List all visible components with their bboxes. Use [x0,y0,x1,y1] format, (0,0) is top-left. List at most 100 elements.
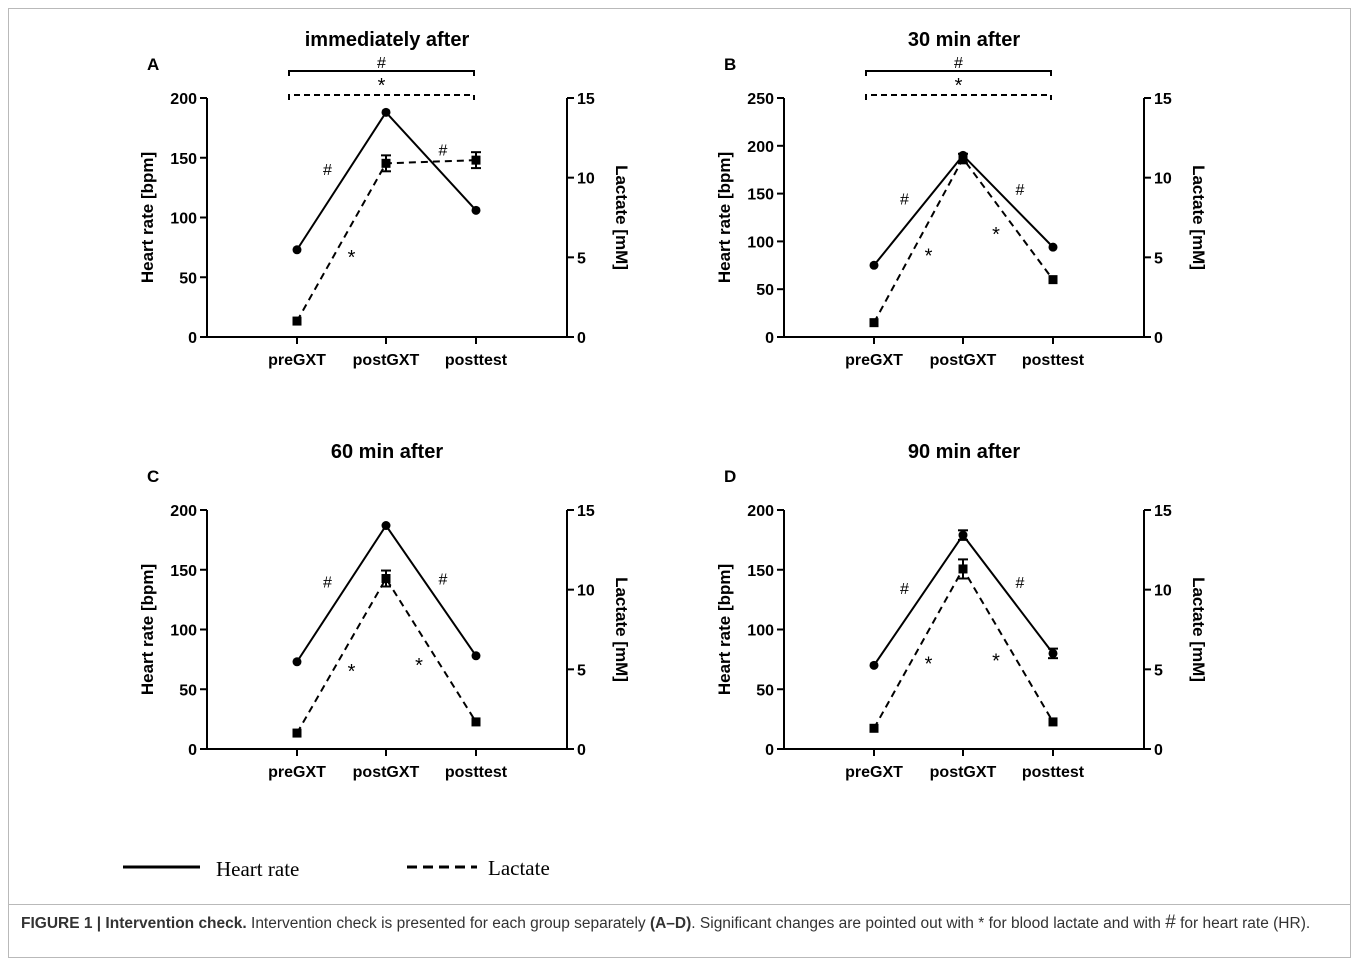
significance-bracket [288,94,475,100]
heart-rate-line [873,153,1054,266]
figure-frame [8,8,1351,958]
lactate-point [1048,717,1058,727]
heart-rate-point [1048,648,1058,658]
y-tick-label-left: 0 [188,742,197,759]
panel-d: D 90 min after 0 50 100 150 200 0 5 10 15 preGXT pos… [715,441,1208,781]
lactate-point [1048,275,1058,285]
lactate-point [381,574,391,584]
lactate-line [873,156,1054,324]
y-tick-label-left: 150 [170,151,197,168]
caption-text-3: for heart rate (HR). [1175,915,1311,932]
caption-panels: (A–D) [649,915,692,932]
y-tick-label-right: 0 [1154,742,1163,759]
lactate-line [296,576,477,734]
caption-separator [9,904,1350,905]
y-tick-label-left: 200 [170,503,197,520]
y-tick-label-right: 10 [1154,583,1172,600]
y-tick-label-left: 50 [756,282,774,299]
y-axis-label-left: Heart rate [bpm] [715,152,734,283]
hr-significance-mark: # [900,191,909,208]
lactate-point [471,717,481,727]
heart-rate-point [381,107,391,117]
panel-title: 90 min after [908,441,1020,463]
caption-label: FIGURE 1 | Intervention check. [21,915,247,932]
hr-significance-mark: # [323,162,332,179]
y-tick-label-left: 50 [179,270,197,287]
y-axis-label-left: Heart rate [bpm] [138,152,157,283]
y-tick-label-right: 15 [1154,503,1172,520]
y-tick-label-right: 10 [577,583,595,600]
lactate-point [381,158,391,168]
y-tick-label-right: 10 [1154,171,1172,188]
y-tick-label-right: 5 [1154,250,1163,267]
y-tick-label-left: 250 [747,91,774,108]
panel-letter: D [724,467,736,486]
heart-rate-point [471,205,481,215]
heart-rate-point [869,260,879,270]
y-axis-label-right: Lactate [mM] [1189,577,1208,682]
lactate-point [471,155,481,165]
x-tick-label: posttest [1022,764,1085,781]
y-tick-label-right: 15 [1154,91,1172,108]
y-tick-label-left: 0 [765,742,774,759]
x-tick-label: postGXT [930,764,997,781]
y-tick-label-left: 100 [170,623,197,640]
y-tick-label-right: 15 [577,503,595,520]
y-tick-label-right: 0 [577,330,586,347]
x-tick-label: postGXT [353,764,420,781]
caption-hash-symbol: # [1165,912,1176,933]
lactate-point [292,316,302,326]
significance-bracket [865,70,1052,76]
significance-bracket [288,70,475,76]
y-tick-label-right: 0 [1154,330,1163,347]
lactate-significance-mark: * [348,247,356,269]
lactate-point [958,564,968,574]
x-tick-label: preGXT [268,764,326,781]
y-tick-label-right: 15 [577,91,595,108]
y-tick-label-right: 0 [577,742,586,759]
heart-rate-point [869,660,879,670]
y-tick-label-right: 10 [577,171,595,188]
panel-title: 60 min after [331,441,443,463]
bracket-symbol: # [954,55,963,72]
lactate-point [292,728,302,738]
y-tick-label-left: 50 [756,682,774,699]
x-tick-label: posttest [1022,352,1085,369]
heart-rate-point [958,530,968,540]
panel-b: B 30 min after 0 50 100 150 200 250 0 5 10 15 preGXT… [715,29,1208,369]
lactate-significance-mark: * [925,654,933,676]
x-tick-label: preGXT [268,352,326,369]
hr-significance-mark: # [1016,575,1025,592]
panel-letter: A [147,55,159,74]
hr-significance-mark: # [323,575,332,592]
y-axis-label-left: Heart rate [bpm] [715,564,734,695]
y-tick-label-left: 100 [747,234,774,251]
y-tick-label-left: 0 [765,330,774,347]
heart-rate-line [296,110,477,251]
x-tick-label: posttest [445,352,508,369]
lactate-line [296,159,477,322]
x-tick-label: preGXT [845,352,903,369]
lactate-significance-mark: * [925,246,933,268]
y-tick-label-right: 5 [1154,662,1163,679]
y-tick-label-left: 200 [747,503,774,520]
panel-title: immediately after [305,29,470,51]
lactate-point [958,154,968,164]
lactate-significance-mark: * [992,224,1000,246]
y-tick-label-left: 50 [179,682,197,699]
hr-significance-mark: # [439,572,448,589]
x-tick-label: preGXT [845,764,903,781]
y-tick-label-left: 0 [188,330,197,347]
bracket-symbol: * [378,75,386,97]
figure-caption: FIGURE 1 | Intervention check. Intervent… [21,912,1341,935]
y-axis-label-right: Lactate [mM] [612,165,631,270]
heart-rate-point [292,657,302,667]
y-tick-label-left: 100 [747,623,774,640]
lactate-significance-mark: * [415,655,423,677]
hr-significance-mark: # [439,142,448,159]
y-axis-label-left: Heart rate [bpm] [138,564,157,695]
x-tick-label: postGXT [930,352,997,369]
lactate-point [869,723,879,733]
